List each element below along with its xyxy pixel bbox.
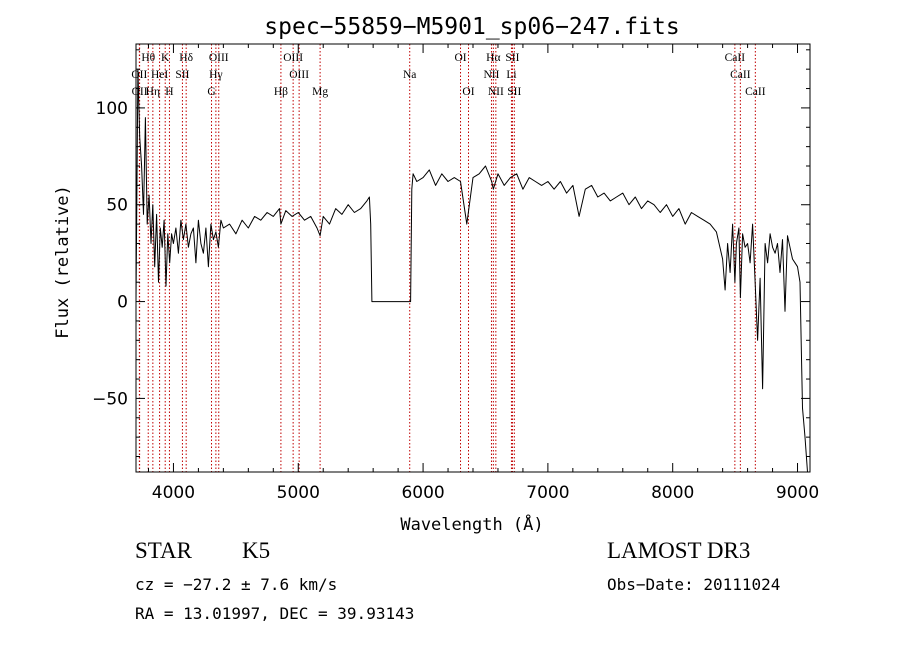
line-label-2: Hδ [179, 52, 193, 64]
survey-name: LAMOST DR3 [607, 538, 751, 563]
line-label-1: K [161, 52, 170, 64]
x-tick-label: 8000 [651, 483, 694, 503]
line-label-27: CaII [745, 86, 766, 98]
line-label-13: OIII [289, 69, 309, 81]
obs-date: Obs−Date: 20111024 [607, 575, 781, 594]
line-label-0: Hθ [141, 52, 155, 64]
spectral-line-labels: Hθ K Hδ OIII OIII OI Hα SII CaII OII HeI SII Hγ OIII N… [131, 52, 765, 98]
plot-frame [135, 43, 811, 473]
y-axis-label: Flux (relative) [53, 185, 73, 339]
line-label-17: CaII [730, 69, 751, 81]
object-subclass: K5 [242, 538, 271, 563]
line-label-14: Na [403, 69, 416, 81]
x-axis: 4000 5000 6000 7000 8000 9000 [147, 44, 819, 503]
chart-title: spec−55859−M5901_sp06−247.fits [264, 14, 679, 40]
line-label-8: CaII [725, 52, 746, 64]
line-label-12: Hγ [209, 69, 222, 81]
x-tick-label: 7000 [526, 483, 569, 503]
y-tick-label: 100 [96, 99, 128, 119]
line-label-7: SII [505, 52, 519, 64]
line-label-9: OII [131, 69, 147, 81]
x-tick-label: 5000 [277, 483, 320, 503]
line-label-6: Hα [486, 52, 500, 64]
y-tick-label: 50 [106, 196, 128, 216]
redshift-cz: cz = −27.2 ± 7.6 km/s [135, 575, 338, 594]
line-label-4: OIII [283, 52, 303, 64]
y-tick-label: −50 [92, 389, 128, 409]
x-tick-label: 6000 [401, 483, 444, 503]
line-label-21: G [207, 86, 215, 98]
object-class: STAR [135, 538, 192, 563]
line-label-3: OIII [209, 52, 229, 64]
line-label-20: H [165, 86, 173, 98]
line-label-22: Hβ [274, 86, 288, 98]
line-label-24: OI [462, 86, 474, 98]
line-label-23: Mg [312, 86, 328, 98]
line-label-19: Hη [146, 86, 160, 98]
ra-dec: RA = 13.01997, DEC = 39.93143 [135, 604, 415, 623]
x-tick-label: 4000 [152, 483, 195, 503]
y-axis: −50 0 50 100 [92, 49, 810, 458]
line-label-26: SII [507, 86, 521, 98]
x-tick-label: 9000 [776, 483, 819, 503]
y-tick-label: 0 [117, 293, 128, 313]
line-label-15: NII [483, 69, 499, 81]
spectrum-line [135, 68, 808, 473]
x-axis-label: Wavelength (Å) [400, 513, 543, 535]
spectral-line-markers [138, 44, 756, 472]
spectrum-series [135, 68, 808, 473]
line-label-25: NII [488, 86, 504, 98]
line-label-10: HeI [151, 69, 168, 81]
line-label-11: SII [175, 69, 189, 81]
line-label-5: OI [454, 52, 466, 64]
line-label-16: Li [506, 69, 516, 81]
